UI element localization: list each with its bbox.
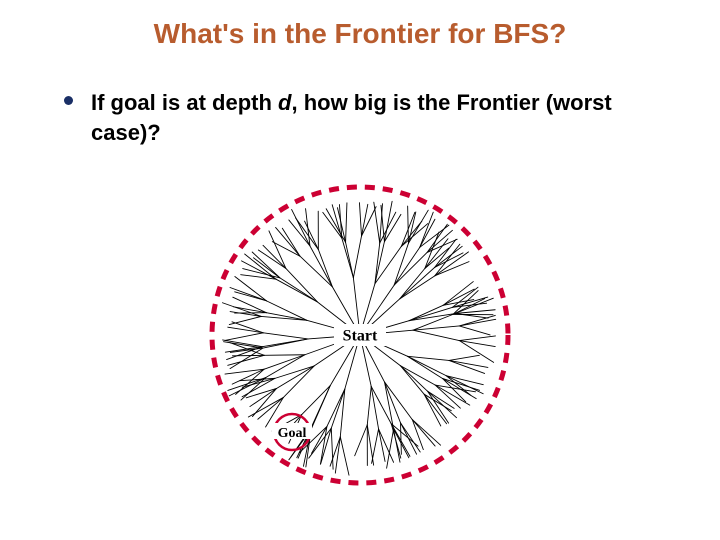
bfs-tree-diagram: Start Goal	[195, 170, 525, 505]
tree-svg: Start Goal	[195, 170, 525, 500]
bullet-text: If goal is at depth d, how big is the Fr…	[91, 88, 680, 147]
bullet-prefix: If goal is at depth	[91, 90, 278, 115]
goal-label: Goal	[278, 426, 307, 441]
bullet-dot-icon	[64, 96, 73, 105]
start-label: Start	[343, 328, 378, 345]
slide-title: What's in the Frontier for BFS?	[0, 18, 720, 50]
slide-title-text: What's in the Frontier for BFS?	[154, 18, 567, 49]
bullet-variable: d	[278, 90, 291, 115]
bullet-item: If goal is at depth d, how big is the Fr…	[64, 88, 680, 147]
